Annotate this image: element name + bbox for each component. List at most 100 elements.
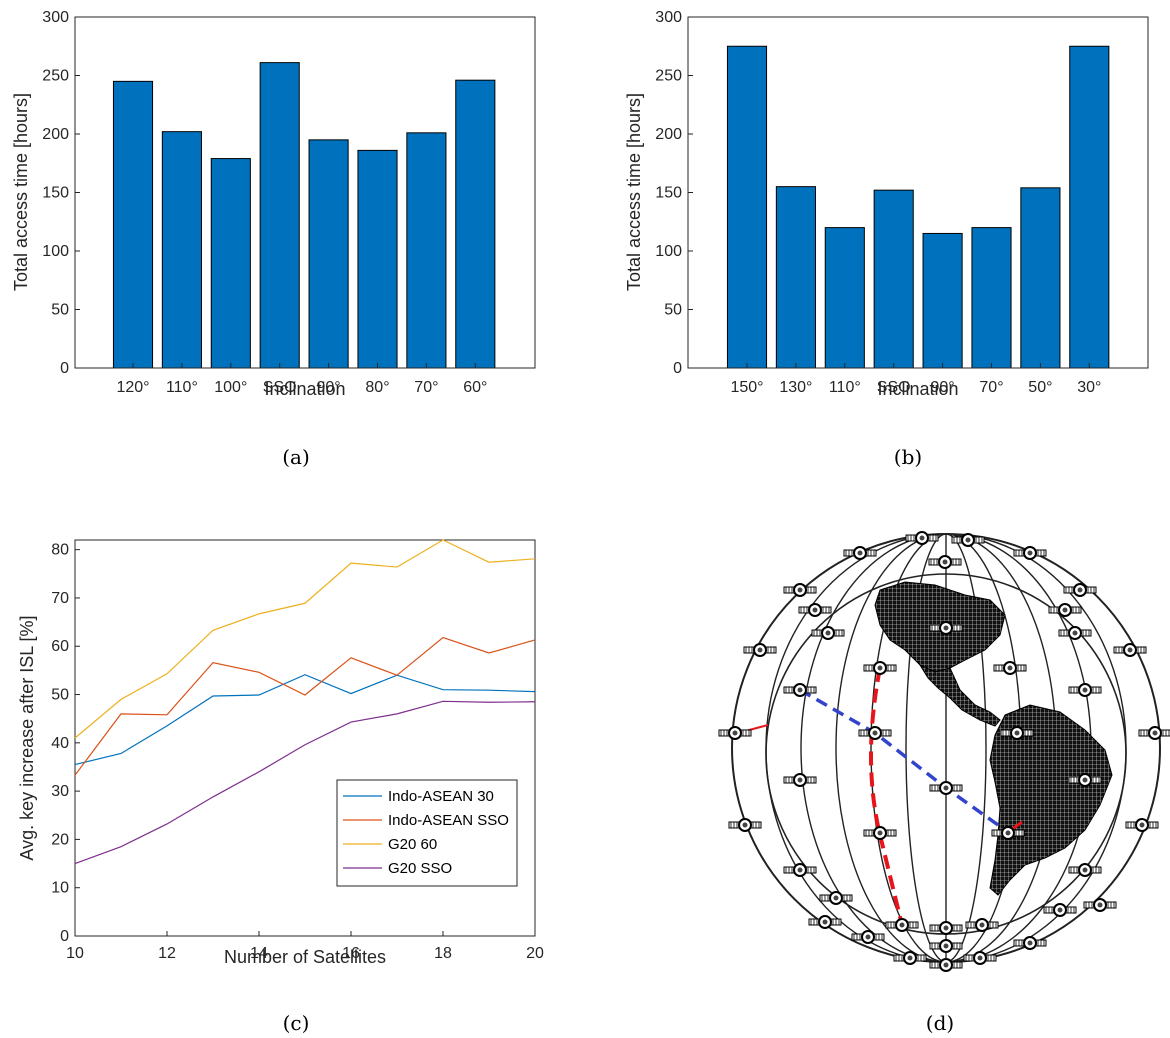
x-tick-label-a-5: 80° [365,379,389,396]
satellite-icon [863,826,897,840]
y-tick-label-c-1: 10 [51,880,69,897]
y-tick-label-c-5: 50 [51,687,69,704]
bar-b-6 [1020,187,1061,369]
satellite-icon [928,555,962,569]
satellite-icon [1068,683,1102,697]
x-tick-label-b-1: 130° [779,379,812,396]
y-tick-label-a-0: 0 [60,360,69,377]
x-tick-label-b-7: 30° [1077,379,1101,396]
y-tick-label-b-4: 200 [655,126,682,143]
satellite-icon [851,930,885,944]
x-tick-label-c-2: 14 [250,945,268,962]
south-america-landmass [989,704,1113,896]
x-tick-label-c-4: 18 [434,945,452,962]
x-tick-label-a-6: 70° [414,379,438,396]
y-tick-label-a-5: 250 [42,68,69,85]
y-tick-label-c-8: 80 [51,542,69,559]
caption-d: (d) [926,1011,954,1035]
satellite-icon [929,921,963,935]
y-tick-label-c-0: 0 [60,928,69,945]
bar-a-7 [455,79,496,369]
x-tick-label-a-7: 60° [463,379,487,396]
legend-label-1: Indo-ASEAN SSO [388,812,509,829]
bar-a-4 [308,139,349,369]
isl-path-blue [799,688,1010,834]
y-tick-label-b-0: 0 [673,360,682,377]
y-tick-label-a-4: 200 [42,126,69,143]
satellite-icon [819,891,853,905]
satellite-icon [1063,583,1097,597]
satellite-icon [1058,626,1092,640]
y-tick-label-c-2: 20 [51,831,69,848]
satellite-icon [1043,903,1077,917]
bar-b-0 [726,45,768,369]
series-line-1 [74,636,536,776]
bar-a-5 [357,149,398,369]
bar-a-3 [259,62,300,369]
satellite-icon [783,583,817,597]
x-tick-label-b-4: 90° [930,379,954,396]
x-tick-label-c-5: 20 [526,945,544,962]
satellite-icon [718,726,752,740]
bar-a-6 [406,132,447,369]
y-tick-label-c-3: 30 [51,783,69,800]
series-line-0 [74,674,536,766]
bar-a-0 [112,80,154,369]
satellite-icon [929,939,963,953]
bar-b-5 [971,227,1012,369]
bar-b-3 [873,189,914,369]
x-tick-label-a-0: 120° [116,379,149,396]
legend-label-2: G20 60 [388,836,437,853]
series-line-3 [74,700,536,865]
series-line-2 [74,539,536,739]
x-tick-label-a-1: 110° [166,379,198,396]
caption-b: (b) [894,445,922,469]
bar-b-2 [824,227,865,369]
x-axis-label-b: Inclination [877,379,958,399]
y-tick-label-c-4: 40 [51,735,69,752]
y-tick-label-a-6: 300 [42,9,69,26]
legend-c: Indo-ASEAN 30 Indo-ASEAN SSO G20 60 G20 SSO [336,779,518,887]
bar-a-2 [210,158,251,369]
bar-chart-a: 0 50 100 150 200 250 300 120° 110° 100° SSO 90° 80°… [11,9,536,469]
bar-b-4 [922,232,963,369]
x-tick-label-b-6: 50° [1028,379,1052,396]
satellite-icon [885,918,919,932]
satellite-icon [1113,643,1147,657]
bar-b-7 [1069,45,1110,369]
y-axis-label-b: Total access time [hours] [624,93,644,291]
satellite-icon [743,643,777,657]
x-tick-label-a-2: 100° [214,379,247,396]
y-tick-label-a-3: 150 [42,185,69,202]
x-tick-label-b-0: 150° [730,379,763,396]
x-tick-label-a-4: 90° [316,379,340,396]
x-tick-label-b-3: SSO [877,379,911,396]
y-tick-label-b-1: 50 [664,302,682,319]
y-axis-label-a: Total access time [hours] [11,93,31,291]
y-tick-label-b-3: 150 [655,185,682,202]
bar-chart-b: 0 50 100 150 200 250 300 150° 130° 110° SSO 90° 70°… [624,9,1149,469]
x-axis-label-c: Number of Satellites [224,947,386,967]
legend-label-0: Indo-ASEAN 30 [388,788,494,805]
satellite-icon [929,781,963,795]
satellite-icon [993,661,1027,675]
y-tick-label-b-6: 300 [655,9,682,26]
satellite-icon [783,683,817,697]
satellite-icon [798,603,832,617]
satellite-icon [963,951,997,965]
x-tick-label-b-2: 110° [829,379,861,396]
constellation-illustration: (d) [718,531,1170,1035]
x-tick-label-c-0: 10 [66,945,84,962]
satellite-icon [1125,818,1159,832]
satellite-icon [1138,726,1170,740]
isl-path-red [869,667,904,926]
satellite-icon [728,818,762,832]
legend-label-3: G20 SSO [388,860,452,877]
x-axis-label-a: Inclination [264,379,345,399]
caption-a: (a) [282,445,310,469]
caption-c: (c) [283,1011,310,1035]
y-tick-label-c-7: 70 [51,590,69,607]
y-tick-label-b-5: 250 [655,68,682,85]
